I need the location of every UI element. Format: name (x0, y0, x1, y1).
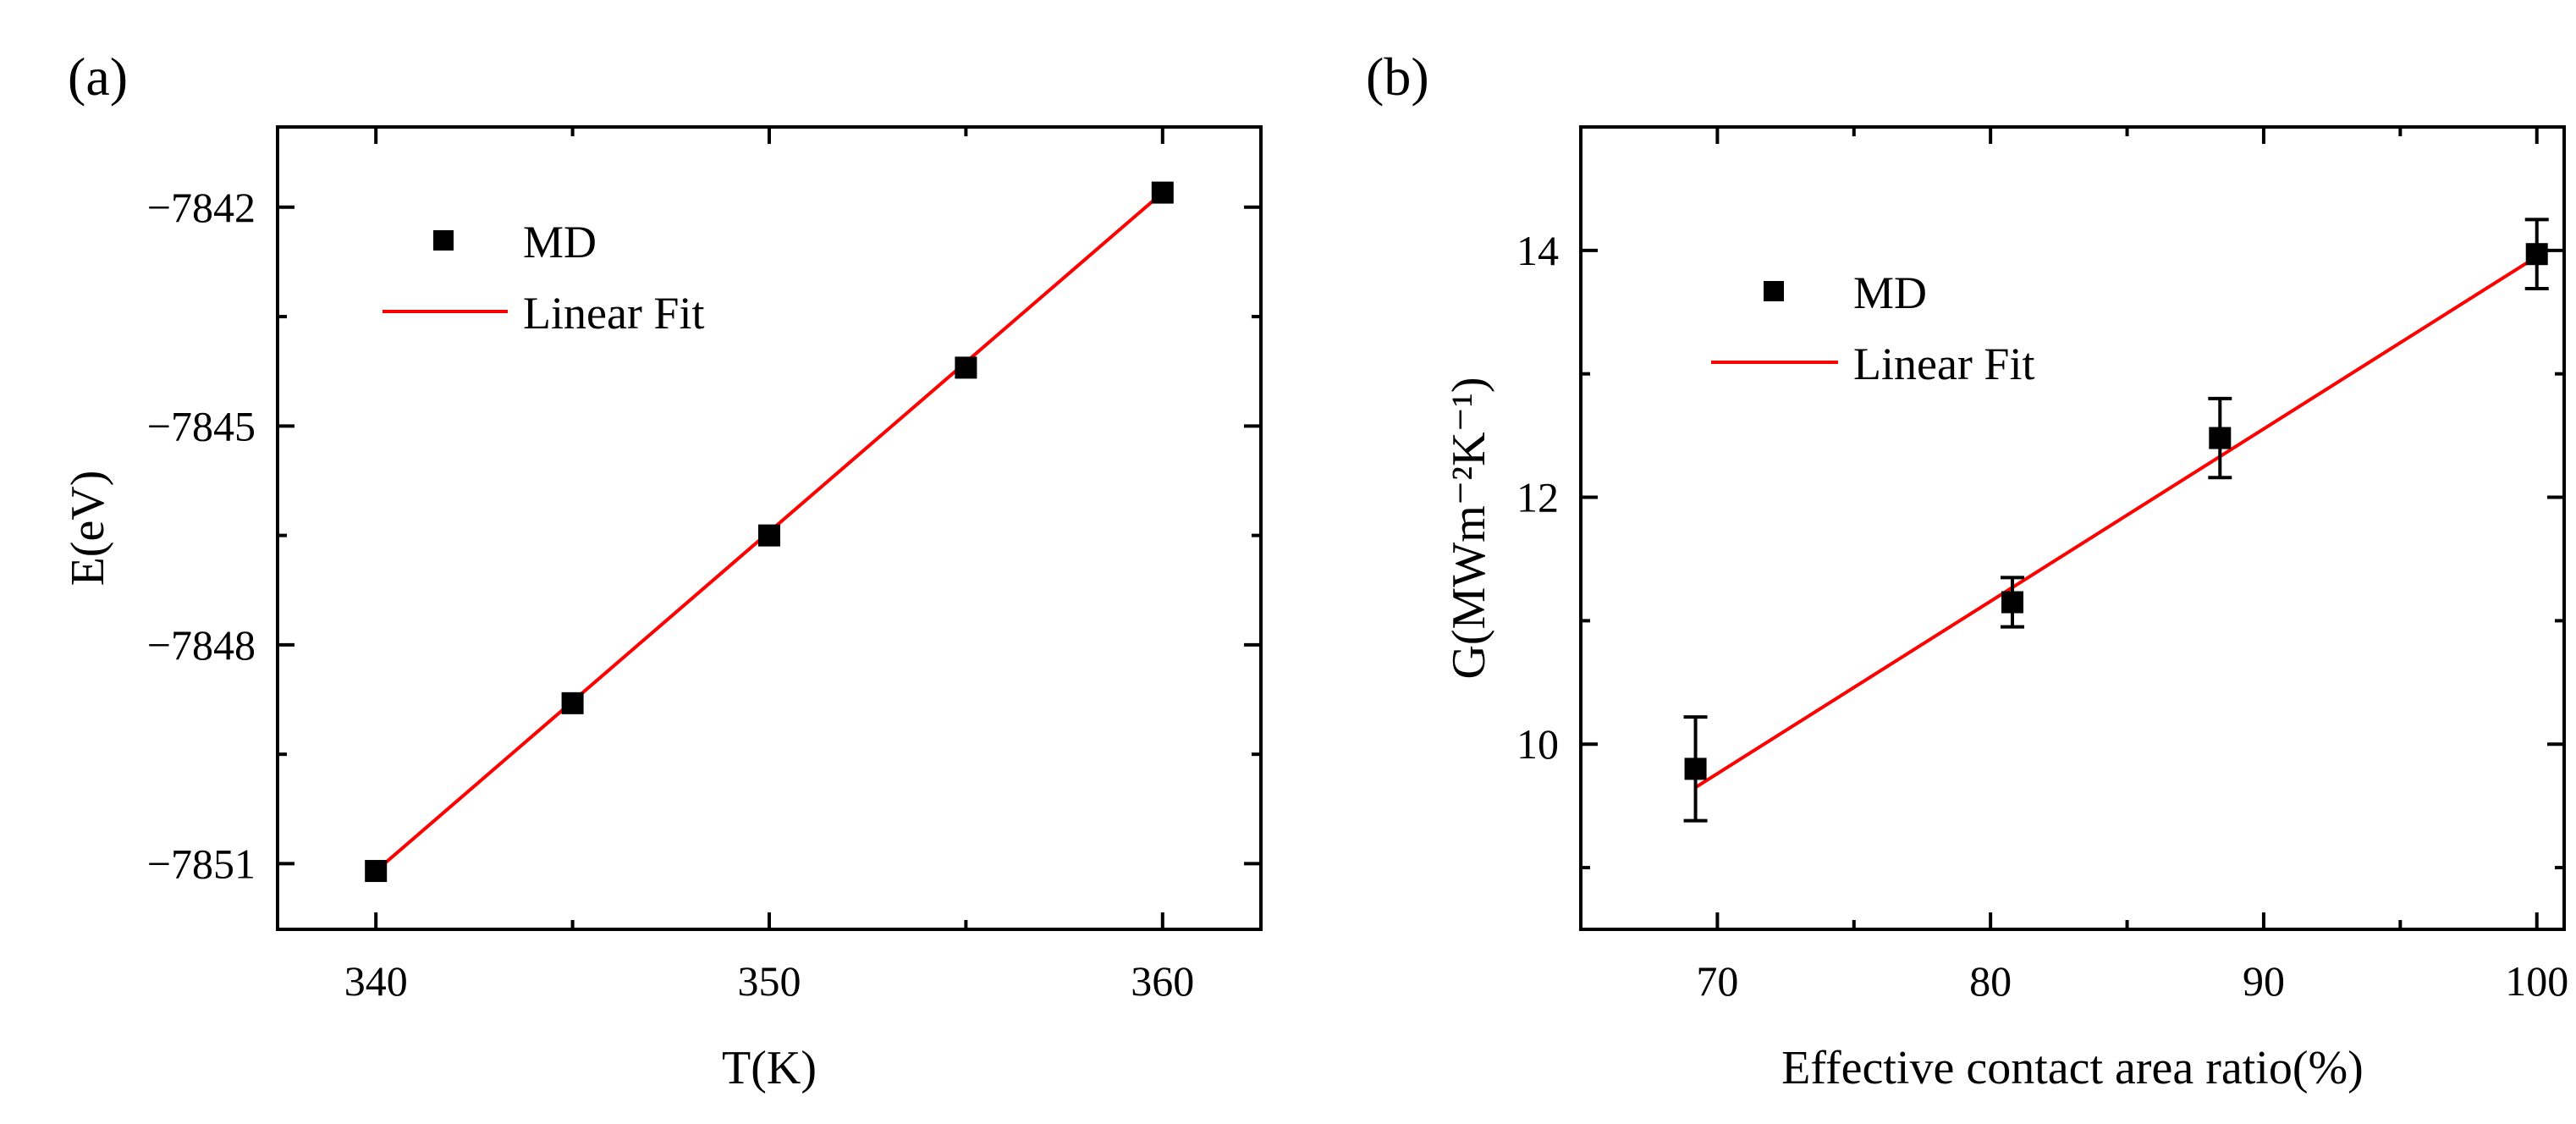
x-tick-label-b: 100 (2505, 957, 2568, 1005)
md-point-a (561, 691, 584, 714)
legend-a: MD Linear Fit (383, 217, 704, 339)
plot-frame-b (1579, 125, 2566, 931)
y-tick-label-a: −7851 (147, 840, 256, 887)
panel-label-b: (b) (1366, 47, 1429, 107)
legend-md-label-a: MD (523, 217, 597, 267)
md-point-b (1684, 758, 1707, 780)
legend-md-marker-b (1764, 281, 1784, 301)
ticks-b: 70 80 90 100 10 12 14 (1516, 125, 2568, 1005)
md-point-a (1151, 181, 1174, 204)
x-tick-label-a: 340 (344, 957, 408, 1005)
y-tick-label-b: 10 (1516, 720, 1559, 768)
md-point-a (955, 356, 977, 379)
x-axis-label-a: T(K) (722, 1042, 817, 1094)
panel-label-a: (a) (68, 47, 128, 107)
md-point-b (2001, 591, 2023, 614)
md-point-a (758, 524, 780, 547)
series-a (365, 181, 1174, 883)
legend-b: MD Linear Fit (1711, 267, 2034, 389)
x-axis-label-b: Effective contact area ratio(%) (1781, 1042, 2364, 1094)
panel-b: (b) 70 80 90 100 10 12 14 MD Linear Fit Effect… (1366, 47, 2568, 1094)
legend-md-marker-a (433, 230, 454, 251)
md-point-a (365, 860, 388, 883)
y-tick-label-a: −7848 (147, 621, 256, 669)
y-axis-label-a: E(eV) (62, 471, 114, 587)
md-point-b (2209, 427, 2232, 449)
y-axis-label-b: G(MWm⁻²K⁻¹) (1443, 377, 1495, 679)
panel-a: (a) 340 350 360 −7842 −7845 −7848 −7851 MD Lin… (62, 47, 1263, 1094)
x-tick-label-a: 360 (1131, 957, 1194, 1005)
y-tick-label-b: 14 (1516, 227, 1559, 274)
legend-fit-label-b: Linear Fit (1853, 339, 2034, 389)
x-tick-label-a: 350 (738, 957, 801, 1005)
x-tick-label-b: 90 (2243, 957, 2285, 1005)
ticks-a: 340 350 360 −7842 −7845 −7848 −7851 (147, 127, 1261, 1005)
md-point-b (2525, 243, 2548, 266)
linear-fit-line-b (1694, 255, 2538, 789)
legend-md-label-b: MD (1853, 267, 1927, 318)
x-tick-label-b: 80 (1969, 957, 2012, 1005)
legend-fit-label-a: Linear Fit (523, 288, 704, 339)
series-b (1683, 218, 2549, 823)
y-tick-label-a: −7842 (147, 184, 256, 231)
x-tick-label-b: 70 (1696, 957, 1738, 1005)
y-tick-label-b: 12 (1516, 474, 1559, 521)
y-tick-label-a: −7845 (147, 402, 256, 449)
